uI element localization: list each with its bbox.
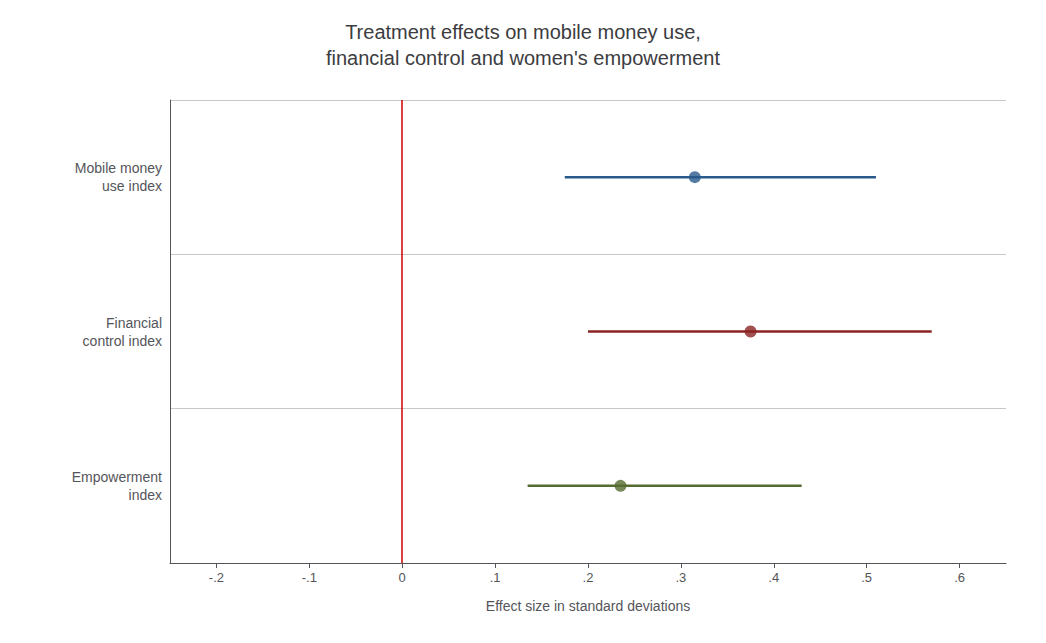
svg-text:.3: .3 bbox=[675, 570, 686, 585]
svg-text:-.2: -.2 bbox=[209, 570, 224, 585]
svg-text:.1: .1 bbox=[490, 570, 501, 585]
svg-text:Effect size in standard deviat: Effect size in standard deviations bbox=[486, 598, 690, 614]
svg-text:use index: use index bbox=[102, 178, 162, 194]
svg-text:-.1: -.1 bbox=[302, 570, 317, 585]
svg-text:index: index bbox=[129, 487, 162, 503]
svg-text:Treatment effects on mobile mo: Treatment effects on mobile money use, bbox=[345, 21, 701, 43]
svg-text:.5: .5 bbox=[861, 570, 872, 585]
svg-text:control index: control index bbox=[83, 333, 162, 349]
svg-text:Mobile money: Mobile money bbox=[75, 160, 162, 176]
svg-text:.2: .2 bbox=[583, 570, 594, 585]
svg-text:Financial: Financial bbox=[106, 315, 162, 331]
svg-text:financial control and women's: financial control and women's empowermen… bbox=[326, 47, 720, 69]
svg-text:Empowerment: Empowerment bbox=[72, 469, 162, 485]
svg-text:.6: .6 bbox=[954, 570, 965, 585]
svg-text:0: 0 bbox=[399, 570, 406, 585]
svg-text:.4: .4 bbox=[768, 570, 779, 585]
